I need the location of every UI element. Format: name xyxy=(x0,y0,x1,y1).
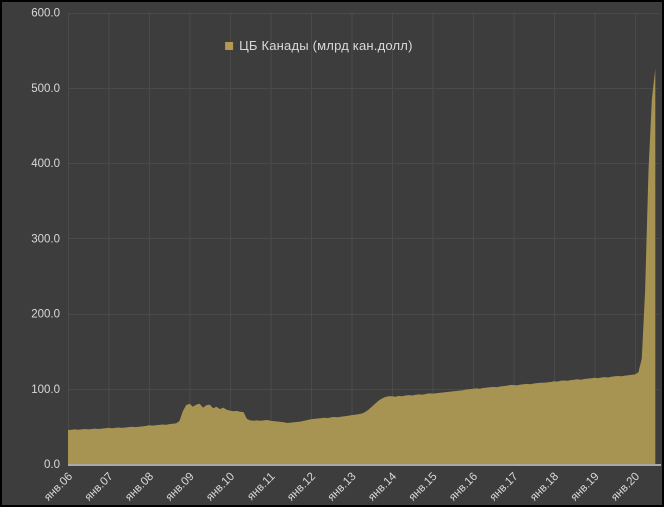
x-tick-label: янв.19 xyxy=(569,471,602,504)
x-tick-label: янв.09 xyxy=(164,471,197,504)
area-series xyxy=(68,68,656,465)
x-tick-label: янв.08 xyxy=(123,471,156,504)
x-tick-label: янв.16 xyxy=(447,471,480,504)
y-tick-label: 600.0 xyxy=(31,8,60,20)
x-tick-label: янв.06 xyxy=(42,471,75,504)
x-tick-label: янв.14 xyxy=(366,470,399,503)
x-tick-label: янв.11 xyxy=(245,471,277,503)
x-tick-label: янв.13 xyxy=(326,471,359,504)
y-tick-label: 300.0 xyxy=(31,233,60,245)
x-tick-label: янв.20 xyxy=(609,471,642,504)
x-tick-label: янв.10 xyxy=(204,471,237,504)
y-tick-label: 100.0 xyxy=(31,384,60,396)
y-tick-label: 0.0 xyxy=(44,459,60,471)
x-tick-label: янв.15 xyxy=(407,471,440,504)
x-tick-label: янв.17 xyxy=(488,471,521,504)
x-tick-label: янв.18 xyxy=(528,471,561,504)
x-tick-label: янв.07 xyxy=(83,471,116,504)
y-tick-label: 200.0 xyxy=(31,309,60,321)
y-tick-label: 400.0 xyxy=(31,158,60,170)
y-tick-label: 500.0 xyxy=(31,83,60,95)
x-tick-label: янв.12 xyxy=(285,471,318,504)
